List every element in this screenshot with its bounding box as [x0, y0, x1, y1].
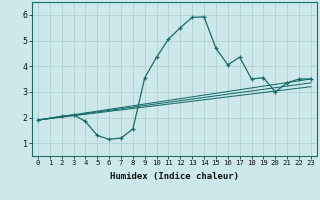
- X-axis label: Humidex (Indice chaleur): Humidex (Indice chaleur): [110, 172, 239, 181]
